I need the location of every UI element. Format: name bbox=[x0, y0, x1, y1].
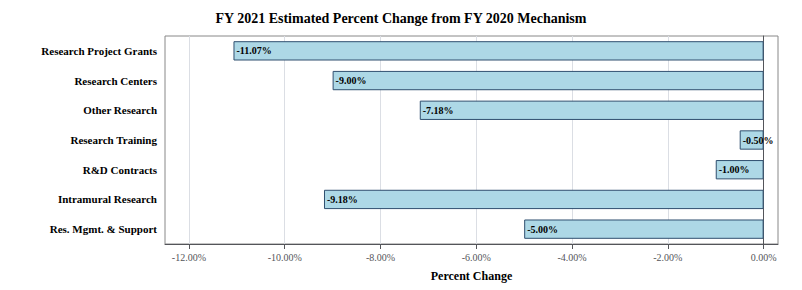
svg-text:Intramural Research: Intramural Research bbox=[58, 193, 157, 205]
svg-text:-0.50%: -0.50% bbox=[743, 135, 774, 146]
svg-text:-8.00%: -8.00% bbox=[366, 252, 395, 263]
svg-text:R&D Contracts: R&D Contracts bbox=[83, 164, 158, 176]
svg-text:-11.07%: -11.07% bbox=[236, 45, 271, 56]
svg-text:-5.00%: -5.00% bbox=[527, 224, 558, 235]
svg-text:Research Project Grants: Research Project Grants bbox=[41, 45, 157, 57]
svg-text:0.00%: 0.00% bbox=[751, 252, 777, 263]
svg-text:-6.00%: -6.00% bbox=[462, 252, 491, 263]
svg-text:-9.18%: -9.18% bbox=[327, 194, 358, 205]
svg-text:-12.00%: -12.00% bbox=[172, 252, 206, 263]
svg-text:-4.00%: -4.00% bbox=[557, 252, 586, 263]
svg-text:Percent Change: Percent Change bbox=[431, 269, 513, 283]
svg-text:-7.18%: -7.18% bbox=[423, 105, 454, 116]
svg-text:Research Centers: Research Centers bbox=[74, 75, 157, 87]
svg-text:Res. Mgmt. & Support: Res. Mgmt. & Support bbox=[50, 223, 158, 235]
svg-text:FY 2021 Estimated Percent Chan: FY 2021 Estimated Percent Change from FY… bbox=[216, 11, 587, 26]
svg-text:-10.00%: -10.00% bbox=[268, 252, 302, 263]
svg-text:Other Research: Other Research bbox=[83, 104, 157, 116]
svg-text:-2.00%: -2.00% bbox=[653, 252, 682, 263]
svg-text:-9.00%: -9.00% bbox=[336, 75, 367, 86]
svg-text:Research Training: Research Training bbox=[71, 134, 158, 146]
svg-text:-1.00%: -1.00% bbox=[719, 164, 750, 175]
